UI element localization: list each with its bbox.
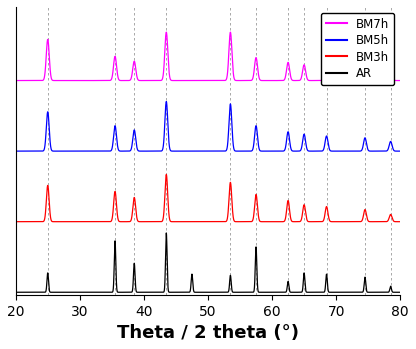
Legend: BM7h, BM5h, BM3h, AR: BM7h, BM5h, BM3h, AR <box>321 13 394 85</box>
X-axis label: Theta / 2 theta (°): Theta / 2 theta (°) <box>117 324 299 342</box>
